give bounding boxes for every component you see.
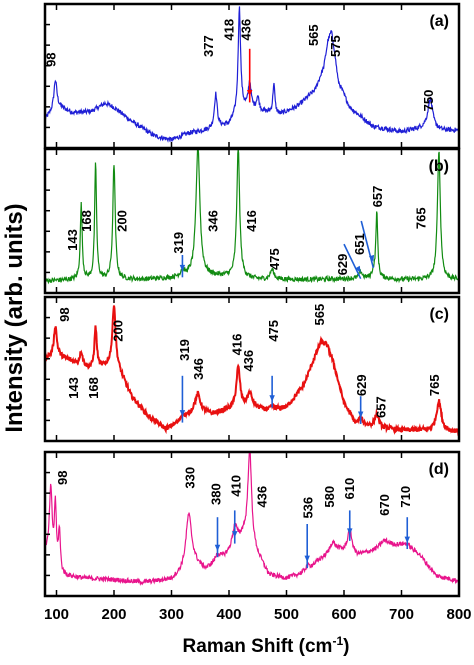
peak-label: 575 — [328, 35, 343, 57]
peak-label: 143 — [65, 229, 80, 251]
peak-label: 200 — [111, 320, 126, 342]
peak-label: 670 — [377, 494, 392, 516]
panel-label: (c) — [429, 306, 449, 323]
peak-label: 346 — [206, 210, 221, 232]
panel-frame — [43, 295, 461, 443]
panel-label: (d) — [429, 461, 449, 478]
peak-arrow-head — [246, 89, 253, 97]
peak-label: 565 — [306, 24, 321, 46]
x-axis-title-superscript: -1 — [332, 634, 343, 648]
peak-label: 418 — [222, 19, 237, 41]
y-axis-title: Intensity (arb. units) — [1, 203, 28, 432]
peak-label: 346 — [191, 358, 206, 380]
peak-arrow-head — [368, 254, 375, 262]
peak-arrow-head — [214, 544, 221, 552]
x-axis-title: Raman Shift (cm-1) — [183, 634, 350, 657]
peak-label: 475 — [267, 248, 282, 270]
x-tick-label: 700 — [389, 606, 414, 623]
spectrum-line-c — [45, 305, 459, 437]
peak-label: 565 — [312, 304, 327, 326]
peak-label: 765 — [427, 374, 442, 396]
peak-label: 475 — [266, 320, 281, 342]
peak-label: 416 — [230, 334, 245, 356]
peak-label: 750 — [421, 90, 436, 112]
peak-label: 436 — [241, 350, 256, 372]
peak-arrow-head — [269, 395, 275, 402]
panel-frame — [43, 450, 461, 598]
spectrum-line-b — [45, 149, 459, 285]
peak-arrow-head — [179, 264, 186, 272]
x-tick-label: 200 — [101, 606, 126, 623]
peak-label: 98 — [55, 471, 70, 485]
peak-label: 377 — [201, 35, 216, 57]
peak-label: 629 — [335, 254, 350, 276]
peak-label: 380 — [208, 483, 223, 505]
peak-label: 416 — [244, 210, 259, 232]
peak-arrow-head — [304, 555, 310, 563]
peak-label: 410 — [229, 475, 244, 497]
peak-arrow-head — [357, 411, 364, 418]
peak-label: 200 — [115, 210, 130, 232]
panel-frame — [43, 147, 461, 295]
peak-label: 168 — [86, 377, 101, 399]
peak-arrow-head — [347, 528, 353, 535]
spectrum-line-a — [45, 6, 459, 143]
peak-label: 319 — [171, 232, 186, 254]
panel-a: 98 377 418 436 565 575 750 (a) — [43, 2, 461, 150]
peak-label: 98 — [43, 52, 58, 66]
peak-label: 629 — [354, 374, 369, 396]
panel-label: (b) — [429, 158, 449, 175]
peak-label: 330 — [183, 467, 198, 489]
spectrum-line-d — [45, 452, 459, 586]
x-tick-label: 600 — [331, 606, 356, 623]
x-tick-label: 300 — [159, 606, 184, 623]
peak-label: 143 — [66, 377, 81, 399]
panel-label: (a) — [429, 13, 449, 30]
peak-label: 657 — [370, 186, 385, 208]
peak-arrow-head — [179, 410, 186, 417]
x-tick-label: 500 — [274, 606, 299, 623]
peak-arrow-head — [404, 536, 410, 544]
x-axis: 100 200 300 400 500 600 700 800 — [44, 606, 472, 623]
peak-arrow — [360, 220, 375, 268]
peak-arrow-head — [355, 265, 361, 273]
peak-label: 98 — [57, 307, 72, 321]
x-axis-title-main: Raman Shift (cm — [183, 636, 333, 657]
peak-label: 536 — [300, 497, 315, 519]
peak-label: 436 — [238, 19, 253, 41]
panel-d: 98 330 380 410 436 536 580 610 670 710 (d) — [43, 450, 461, 598]
peak-label: 580 — [322, 486, 337, 508]
peak-arrow — [343, 243, 362, 280]
x-axis-title-end: ) — [343, 636, 349, 657]
x-tick-label: 800 — [446, 606, 471, 623]
peak-label: 651 — [352, 233, 367, 255]
peak-arrow-head — [232, 531, 238, 538]
peak-label: 436 — [254, 486, 269, 508]
x-tick-label: 400 — [216, 606, 241, 623]
x-tick-label: 100 — [44, 606, 69, 623]
peak-label: 657 — [373, 396, 388, 418]
peak-label: 710 — [398, 486, 413, 508]
peak-label: 319 — [177, 339, 192, 361]
peak-label: 765 — [414, 207, 429, 229]
peak-label: 610 — [342, 478, 357, 500]
peak-label: 168 — [79, 210, 94, 232]
